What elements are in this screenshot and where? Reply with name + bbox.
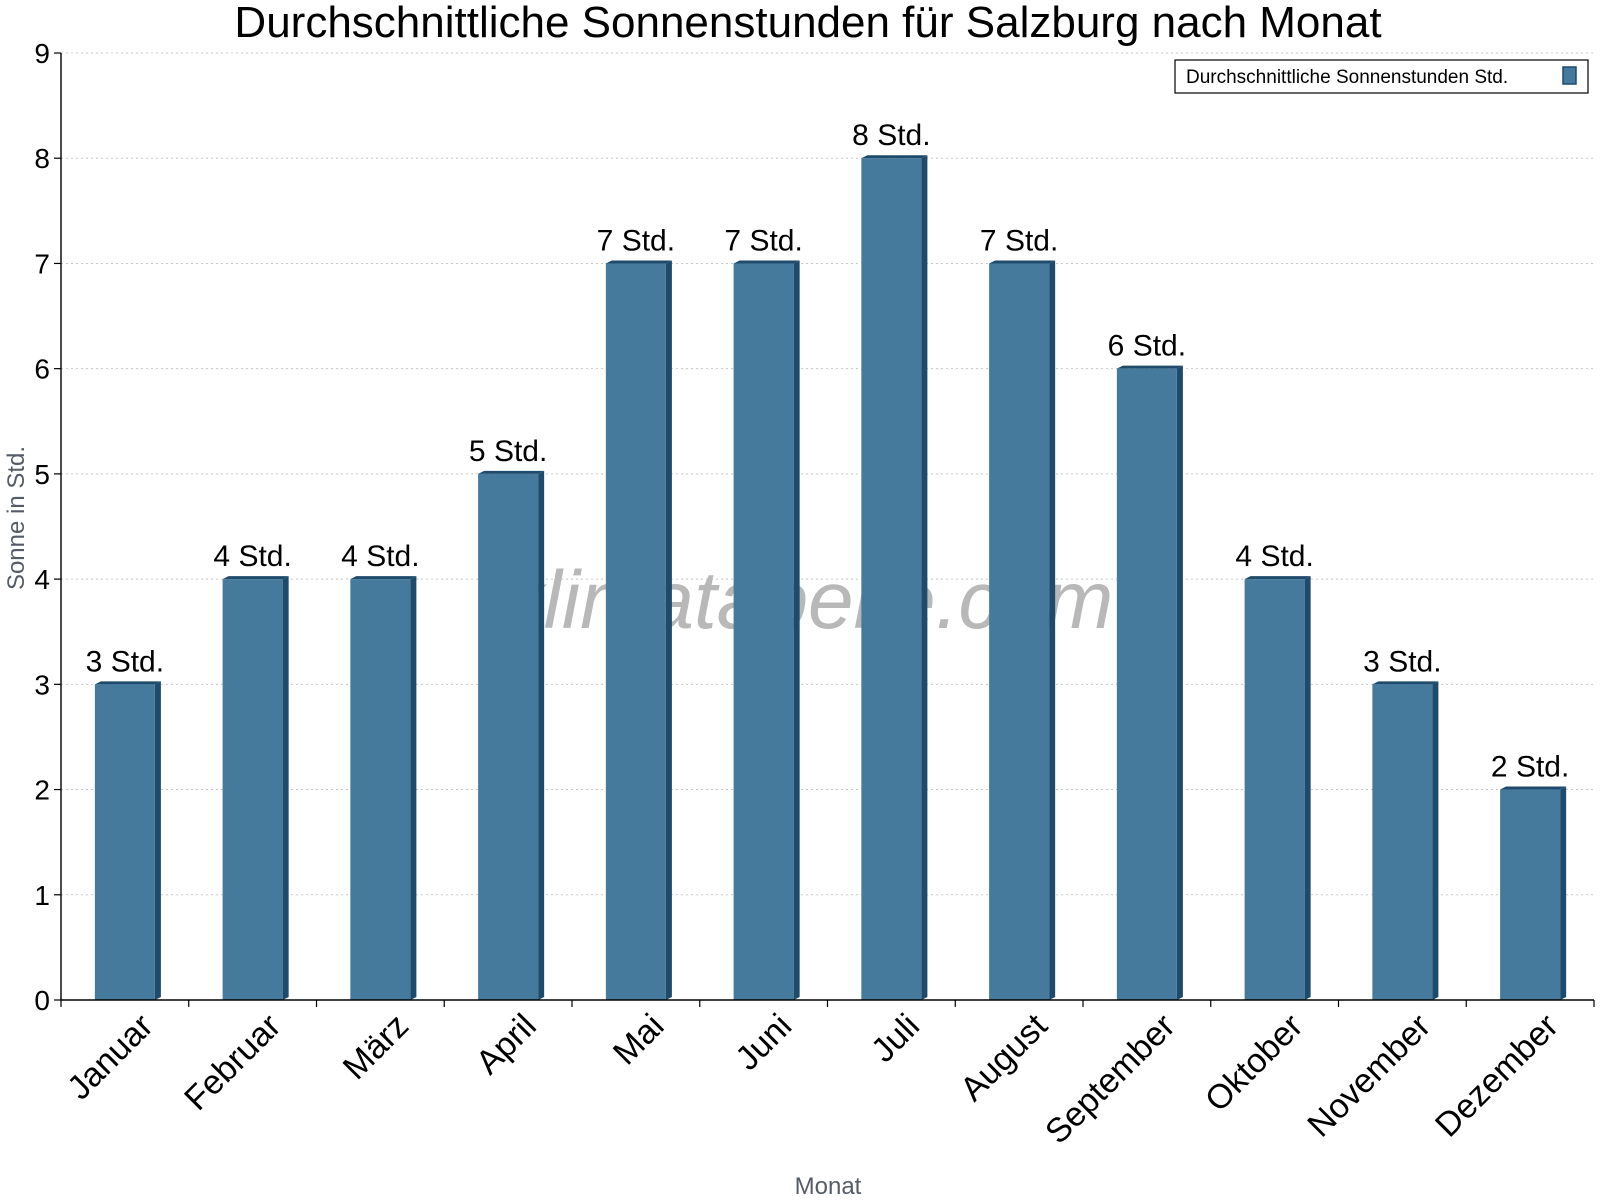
- bar-top: [1116, 365, 1183, 369]
- x-tick-label: Juli: [864, 1007, 927, 1070]
- bar-november: [1372, 681, 1439, 1000]
- value-labels: 3 Std. 4 Std. 4 Std. 5 Std. 7 Std. 7 Std. 8 St…: [86, 119, 1570, 783]
- value-label: 3 Std.: [1363, 645, 1441, 678]
- x-tick-labels: Januar Februar März April Mai Juni Juli AugustS…: [60, 1006, 1566, 1151]
- bar-face: [350, 579, 411, 1000]
- bar-side: [538, 470, 545, 1000]
- y-tick-label: 3: [34, 669, 50, 700]
- bar-face: [989, 263, 1050, 1000]
- bar-side: [154, 681, 161, 1000]
- x-tick-label: November: [1300, 1007, 1438, 1145]
- bar-februar: [222, 576, 289, 1000]
- gridlines: [61, 52, 1594, 896]
- bar-face: [94, 684, 155, 1000]
- bar-side: [665, 260, 672, 1000]
- bar-side: [1304, 576, 1311, 1000]
- bar-top: [94, 681, 161, 685]
- bar-top: [478, 470, 545, 474]
- y-tick-label: 0: [34, 985, 50, 1016]
- bar-oktober: [1244, 576, 1311, 1000]
- bar-side: [1049, 260, 1056, 1000]
- bar-side: [1560, 786, 1567, 1000]
- value-label: 7 Std.: [724, 224, 802, 257]
- bar-face: [1372, 684, 1433, 1000]
- bar-top: [1500, 786, 1567, 790]
- bar-august: [989, 260, 1056, 1000]
- bar-face: [861, 158, 922, 1000]
- y-tick-label: 7: [34, 248, 50, 279]
- bar-märz: [350, 576, 417, 1000]
- y-tick-labels: 0 1 2 3 4 5 6 7 8 9: [34, 38, 50, 1016]
- y-tick-label: 9: [34, 38, 50, 69]
- x-tick-label: August: [953, 1006, 1055, 1108]
- bar-top: [989, 260, 1056, 264]
- bar-juni: [733, 260, 800, 1000]
- value-label: 6 Std.: [1108, 330, 1186, 363]
- legend-swatch: [1562, 66, 1577, 85]
- bar-face: [733, 263, 794, 1000]
- legend-label: Durchschnittliche Sonnenstunden Std.: [1186, 67, 1508, 88]
- y-tick-label: 6: [34, 354, 50, 385]
- legend: Durchschnittliche Sonnenstunden Std.: [1174, 59, 1589, 94]
- x-tick-label: Oktober: [1198, 1007, 1310, 1119]
- bar-juli: [861, 155, 928, 1000]
- bar-dezember: [1500, 786, 1567, 1000]
- y-tick-label: 4: [34, 564, 50, 595]
- bar-top: [861, 155, 928, 159]
- value-label: 7 Std.: [980, 224, 1058, 257]
- bar-side: [921, 155, 928, 1000]
- bar-april: [478, 470, 545, 1000]
- legend-box: [1174, 59, 1589, 94]
- bar-top: [733, 260, 800, 264]
- value-label: 7 Std.: [597, 224, 675, 257]
- y-tick-label: 2: [34, 775, 50, 806]
- bar-januar: [94, 681, 161, 1000]
- bar-side: [1176, 365, 1183, 1001]
- bar-face: [222, 579, 283, 1000]
- bar-september: [1116, 365, 1183, 1001]
- value-label: 2 Std.: [1491, 751, 1569, 784]
- value-label: 5 Std.: [469, 435, 547, 468]
- value-label: 4 Std.: [1235, 540, 1313, 573]
- bar-face: [605, 263, 666, 1000]
- bar-face: [478, 473, 539, 1000]
- y-tick-label: 1: [34, 880, 50, 911]
- x-axis-title: Monat: [795, 1173, 862, 1200]
- bar-side: [793, 260, 800, 1000]
- x-tick-label: Dezember: [1428, 1007, 1566, 1145]
- bar-face: [1500, 789, 1561, 1000]
- x-tick-label: Januar: [60, 1007, 160, 1107]
- bar-top: [1372, 681, 1439, 685]
- x-tick-label: September: [1038, 1007, 1182, 1151]
- bar-side: [282, 576, 289, 1000]
- bar-side: [410, 576, 417, 1000]
- x-tick-label: Februar: [177, 1007, 288, 1118]
- x-tick-label: Juni: [728, 1007, 799, 1078]
- x-tick-label: März: [336, 1007, 416, 1087]
- value-label: 4 Std.: [341, 540, 419, 573]
- bar-side: [1432, 681, 1439, 1000]
- axes: [54, 52, 1595, 1007]
- bar-top: [222, 576, 289, 580]
- x-tick-label: April: [469, 1007, 544, 1082]
- value-label: 8 Std.: [852, 119, 930, 152]
- bar-face: [1116, 368, 1177, 1001]
- x-tick-label: Mai: [606, 1007, 672, 1073]
- bar-mai: [605, 260, 672, 1000]
- y-tick-label: 5: [34, 459, 50, 490]
- y-axis-title: Sonne in Std.: [3, 446, 30, 590]
- bar-top: [350, 576, 417, 580]
- value-label: 4 Std.: [213, 540, 291, 573]
- chart-title: Durchschnittliche Sonnenstunden für Salz…: [234, 0, 1381, 47]
- y-tick-label: 8: [34, 143, 50, 174]
- bar-top: [605, 260, 672, 264]
- bar-face: [1244, 579, 1305, 1000]
- bar-top: [1244, 576, 1311, 580]
- bars: [94, 155, 1567, 1001]
- value-label: 3 Std.: [86, 645, 164, 678]
